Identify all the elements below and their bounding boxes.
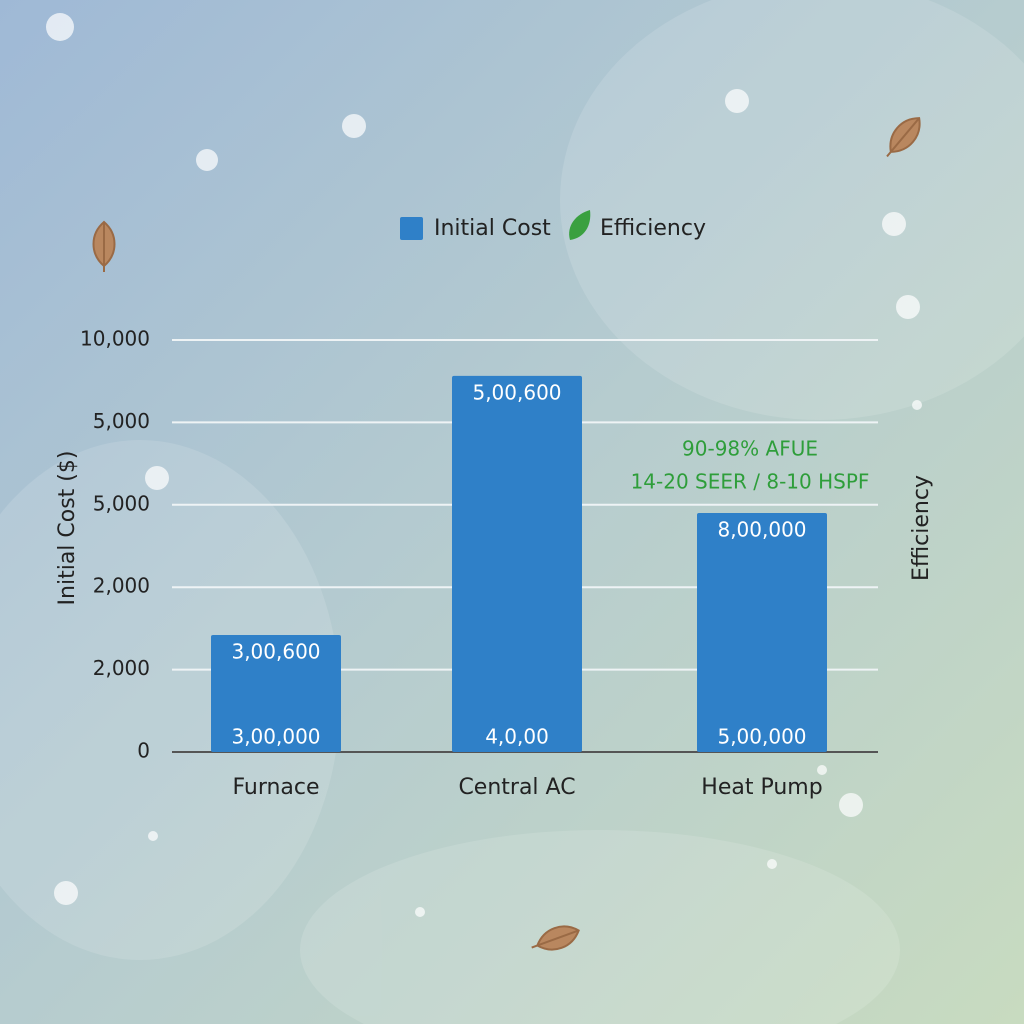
bar-label: 3,00,000 — [231, 725, 320, 749]
annotation: 14-20 SEER / 8-10 HSPF — [631, 470, 870, 494]
y-tick-label: 5,000 — [93, 491, 150, 515]
legend-label: Initial Cost — [434, 216, 551, 241]
y-tick-label: 0 — [137, 739, 150, 763]
y-tick-label: 2,000 — [93, 656, 150, 680]
annotation: 90-98% AFUE — [682, 437, 818, 461]
x-tick-label: Furnace — [232, 775, 319, 800]
bar-label: 3,00,600 — [231, 639, 320, 663]
y-tick-label: 10,000 — [80, 327, 150, 351]
legend-swatch — [400, 217, 423, 240]
legend-leaf — [569, 210, 591, 240]
decor-dots — [46, 13, 922, 917]
legend-label: Efficiency — [600, 216, 706, 241]
bar-label: 4,0,00 — [485, 725, 549, 749]
y2-axis-label: Efficiency — [909, 475, 934, 581]
bar — [211, 634, 341, 752]
bar-label: 5,00,000 — [717, 725, 806, 749]
y-tick-label: 2,000 — [93, 574, 150, 598]
y-axis-label: Initial Cost ($) — [55, 451, 80, 606]
x-tick-label: Heat Pump — [701, 775, 822, 800]
bar — [452, 375, 582, 752]
y-tick-label: 5,000 — [93, 409, 150, 433]
bar-label: 8,00,000 — [717, 518, 806, 542]
bar-label: 5,00,600 — [472, 380, 561, 404]
bar — [697, 513, 827, 752]
x-tick-label: Central AC — [458, 775, 575, 800]
